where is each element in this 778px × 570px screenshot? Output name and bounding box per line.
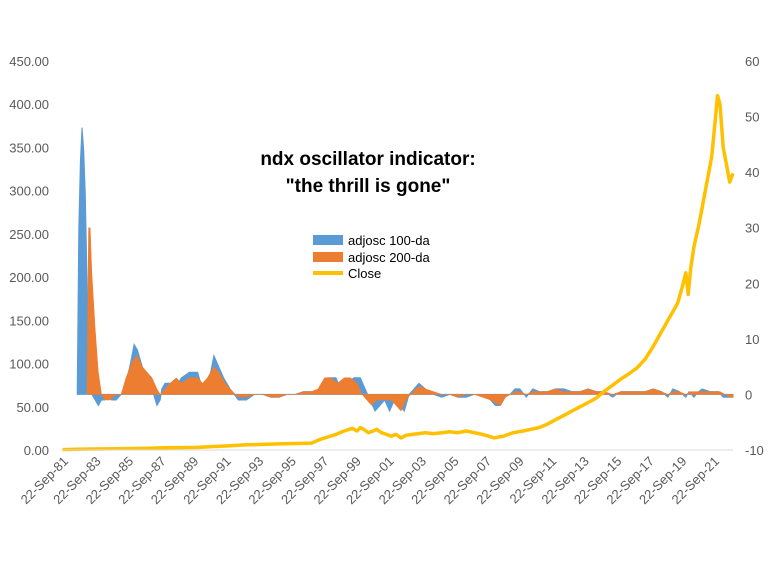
legend: adjosc 100-da adjosc 200-da Close [313, 233, 430, 281]
legend-swatch-200-da [313, 252, 343, 262]
series-close-line [62, 93, 735, 452]
right-tick-label: 10 [745, 332, 759, 347]
left-axis-ticks: 0.00 50.00 100.00 150.00 200.00 250.00 300.00 3… [9, 54, 49, 458]
left-tick-label: 300.00 [9, 184, 49, 199]
series-200-da-area [86, 227, 734, 412]
plot-area [62, 93, 735, 452]
left-tick-label: 200.00 [9, 270, 49, 285]
right-tick-label: 60 [745, 54, 759, 69]
legend-label-100-da: adjosc 100-da [348, 233, 430, 248]
right-axis-ticks: -10 0 10 20 30 40 50 60 [745, 54, 764, 458]
legend-swatch-100-da [313, 235, 343, 245]
left-tick-label: 150.00 [9, 313, 49, 328]
chart-subtitle: "the thrill is gone" [286, 176, 451, 197]
right-tick-label: 30 [745, 221, 759, 236]
series-close-path [62, 93, 735, 452]
right-tick-label: 20 [745, 276, 759, 291]
left-tick-label: 400.00 [9, 97, 49, 112]
right-tick-label: -10 [745, 443, 764, 458]
chart-title: ndx oscillator indicator: [260, 149, 475, 170]
right-tick-label: 50 [745, 110, 759, 125]
left-tick-label: 50.00 [16, 400, 49, 415]
right-tick-label: 40 [745, 165, 759, 180]
legend-label-close: Close [348, 266, 381, 281]
left-tick-label: 250.00 [9, 227, 49, 242]
left-tick-label: 0.00 [24, 443, 49, 458]
left-tick-label: 350.00 [9, 140, 49, 155]
left-tick-label: 100.00 [9, 357, 49, 372]
series-200-da-path [86, 227, 734, 412]
x-axis-ticks: 22-Sep-8122-Sep-8322-Sep-8522-Sep-8722-S… [18, 454, 723, 508]
legend-label-200-da: adjosc 200-da [348, 250, 430, 265]
right-tick-label: 0 [745, 387, 752, 402]
left-tick-label: 450.00 [9, 54, 49, 69]
